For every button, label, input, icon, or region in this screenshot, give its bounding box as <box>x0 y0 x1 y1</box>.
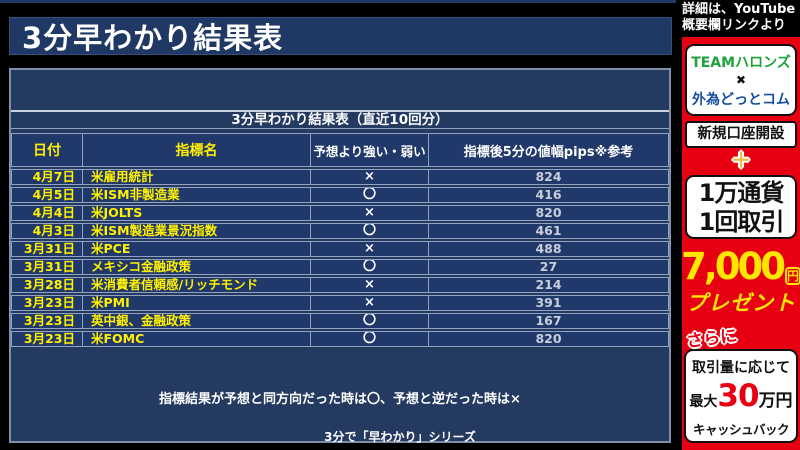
cell-date: 3月23日 <box>11 295 83 311</box>
results-panel: 3分早わかり結果表（直近10回分） 日付 指標名 予想より強い・弱い 指標後5分… <box>9 68 671 443</box>
cashback-label: キャッシュバック <box>692 422 790 437</box>
cell-indicator: 米JOLTS <box>83 205 311 221</box>
table-row: 3月23日 米FOMC 〇 820 <box>11 331 669 347</box>
cell-mark: × <box>311 277 429 293</box>
cell-pips: 416 <box>429 187 669 203</box>
account-open-label: 新規口座開設 <box>697 126 785 142</box>
cell-mark: × <box>311 241 429 257</box>
trade-condition-line1: 1万通貨 <box>698 179 785 207</box>
cell-mark: × <box>311 169 429 185</box>
cell-indicator: 米ISM製造業景況指数 <box>83 223 311 239</box>
cashback-prefix: 最大 <box>689 394 718 410</box>
cell-pips: 391 <box>429 295 669 311</box>
cell-mark: 〇 <box>311 223 429 239</box>
cell-pips: 461 <box>429 223 669 239</box>
promo-sidebar: 詳細は、YouTube 概要欄リンクより TEAMハロンズ ✖ 外為どっとコム … <box>680 0 800 450</box>
cell-pips: 167 <box>429 313 669 329</box>
cell-date: 3月31日 <box>11 259 83 275</box>
col-header-indicator: 指標名 <box>83 133 311 167</box>
cell-mark: × <box>311 295 429 311</box>
cell-indicator: メキシコ金融政策 <box>83 259 311 275</box>
prize-amount: 7,000 <box>680 245 786 288</box>
cell-pips: 214 <box>429 277 669 293</box>
sidebar-header: 詳細は、YouTube 概要欄リンクより <box>680 0 800 37</box>
cell-indicator: 英中銀、金融政策 <box>83 313 311 329</box>
table-row: 3月28日 米消費者信頼感/リッチモンド × 214 <box>11 277 669 293</box>
present-label: プレゼント <box>686 291 796 315</box>
account-open-box: 新規口座開設 <box>685 121 797 148</box>
cell-indicator: 米PCE <box>83 241 311 257</box>
brand-company-label: 外為どっとコム <box>692 92 790 108</box>
cell-indicator: 米ISM非製造業 <box>83 187 311 203</box>
legend-note: 指標結果が予想と同方向だった時は〇、予想と逆だった時は× <box>159 392 521 407</box>
table-row: 4月4日 米JOLTS × 820 <box>11 205 669 221</box>
campaign-banner: TEAMハロンズ ✖ 外為どっとコム 新規口座開設 ＋ 1万通貨 1回取引 7,… <box>680 37 800 450</box>
cell-pips: 824 <box>429 169 669 185</box>
sidebar-header-line2: 概要欄リンクより <box>682 18 786 33</box>
cell-pips: 820 <box>429 331 669 347</box>
cell-pips: 820 <box>429 205 669 221</box>
prize-amount-row: 7,000 円 <box>680 242 800 288</box>
table-header-row: 日付 指標名 予想より強い・弱い 指標後5分の値幅pips※参考 <box>11 133 669 167</box>
cell-mark: 〇 <box>311 313 429 329</box>
table-body: 4月7日 米雇用統計 × 824 4月5日 米ISM非製造業 〇 416 4月4… <box>11 169 669 347</box>
cell-date: 3月31日 <box>11 241 83 257</box>
cell-mark: × <box>311 205 429 221</box>
trade-condition-line2: 1回取引 <box>698 208 785 236</box>
table-row: 4月5日 米ISM非製造業 〇 416 <box>11 187 669 203</box>
cell-date: 4月3日 <box>11 223 83 239</box>
cell-mark: 〇 <box>311 187 429 203</box>
title-bar: 3分早わかり結果表 <box>9 17 672 55</box>
cashback-unit: 万円 <box>758 391 793 411</box>
sidebar-header-line1: 詳細は、YouTube <box>682 2 796 17</box>
table-row: 3月31日 米PCE × 488 <box>11 241 669 257</box>
series-footer: 3分で「早わかり」シリーズ <box>324 430 476 444</box>
cross-icon: ✖ <box>735 73 747 87</box>
prize-unit-badge: 円 <box>785 267 800 285</box>
cell-date: 3月23日 <box>11 331 83 347</box>
table-row: 3月31日 メキシコ金融政策 〇 27 <box>11 259 669 275</box>
top-edge-strip <box>0 0 676 3</box>
cell-indicator: 米雇用統計 <box>83 169 311 185</box>
cell-date: 4月5日 <box>11 187 83 203</box>
cell-mark: 〇 <box>311 331 429 347</box>
cell-date: 4月4日 <box>11 205 83 221</box>
cell-date: 3月23日 <box>11 313 83 329</box>
cell-indicator: 米消費者信頼感/リッチモンド <box>83 277 311 293</box>
cell-date: 4月7日 <box>11 169 83 185</box>
cashback-amount-line: 最大30万円 <box>686 378 796 420</box>
table-row: 4月7日 米雇用統計 × 824 <box>11 169 669 185</box>
table-row: 4月3日 米ISM製造業景況指数 〇 461 <box>11 223 669 239</box>
col-header-mark: 予想より強い・弱い <box>311 133 429 167</box>
table-row: 3月23日 英中銀、金融政策 〇 167 <box>11 313 669 329</box>
cell-indicator: 米FOMC <box>83 331 311 347</box>
cashback-amount: 30 <box>717 378 759 414</box>
col-header-date: 日付 <box>11 133 83 167</box>
plus-icon: ＋ <box>731 148 751 172</box>
cell-date: 3月28日 <box>11 277 83 293</box>
page-title: 3分早わかり結果表 <box>22 21 284 55</box>
cell-pips: 27 <box>429 259 669 275</box>
col-header-pips: 指標後5分の値幅pips※参考 <box>429 133 669 167</box>
cashback-box: 取引量に応じて 最大30万円 キャッシュバック <box>684 349 798 443</box>
brand-team-label: TEAMハロンズ <box>691 55 791 71</box>
cell-indicator: 米PMI <box>83 295 311 311</box>
cell-mark: 〇 <box>311 259 429 275</box>
cashback-condition: 取引量に応じて <box>692 360 790 376</box>
table-caption: 3分早わかり結果表（直近10回分） <box>11 110 669 129</box>
trade-condition-box: 1万通貨 1回取引 <box>685 175 797 239</box>
table-row: 3月23日 米PMI × 391 <box>11 295 669 311</box>
brand-box: TEAMハロンズ ✖ 外為どっとコム <box>685 44 797 116</box>
more-label: さらに <box>685 325 739 353</box>
cell-pips: 488 <box>429 241 669 257</box>
results-table: 日付 指標名 予想より強い・弱い 指標後5分の値幅pips※参考 4月7日 米雇… <box>11 131 669 349</box>
